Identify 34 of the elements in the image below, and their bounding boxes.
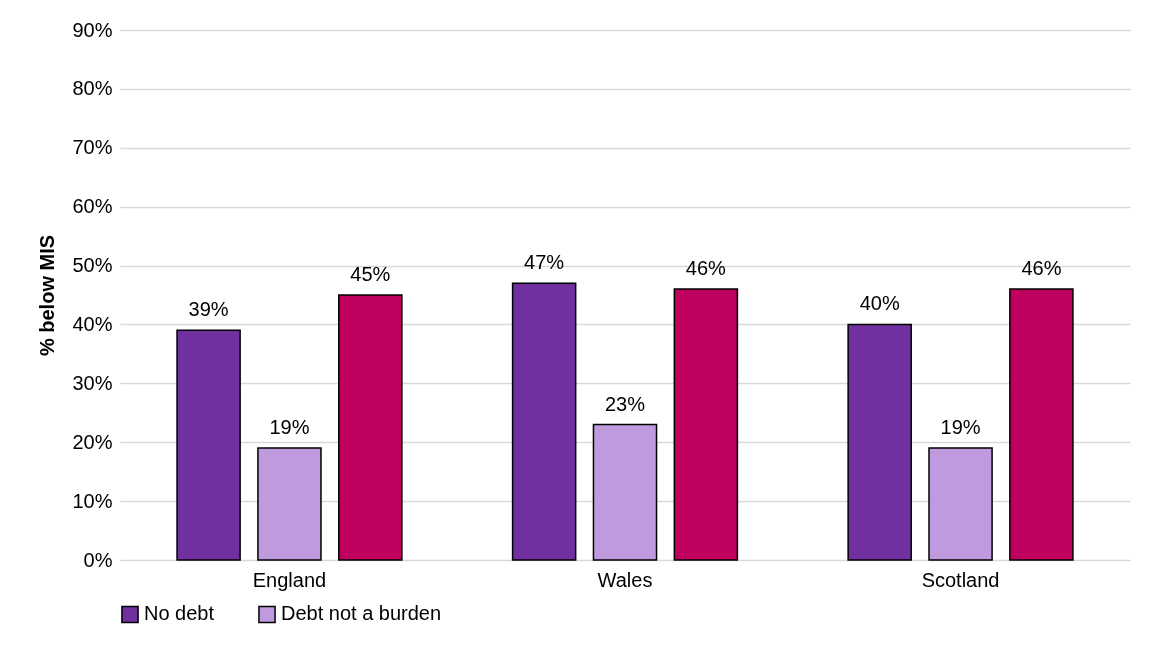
y-tick-label: 50% xyxy=(72,254,113,277)
bar xyxy=(847,323,912,561)
legend-label: Debt not a burden xyxy=(281,602,442,625)
data-label: 19% xyxy=(269,416,310,439)
y-tick-label: 90% xyxy=(72,18,113,41)
x-tick-label: Wales xyxy=(597,568,653,591)
bar xyxy=(338,294,403,561)
y-tick-label: 60% xyxy=(72,195,113,218)
data-label: 39% xyxy=(188,298,229,321)
y-tick-label: 20% xyxy=(72,430,113,453)
data-label: 23% xyxy=(604,392,646,415)
data-label: 46% xyxy=(685,257,727,280)
bar xyxy=(928,447,993,561)
data-label: 19% xyxy=(940,416,981,439)
data-label: 40% xyxy=(859,292,900,315)
y-tick-label: 0% xyxy=(83,548,113,571)
data-label: 45% xyxy=(350,263,391,285)
y-tick-label: 70% xyxy=(72,136,113,159)
y-tick-label: 80% xyxy=(72,77,113,100)
y-tick-label: 30% xyxy=(72,371,113,394)
x-tick-label: England xyxy=(252,568,327,591)
legend-label: No debt xyxy=(144,602,215,625)
x-tick-label: Scotland xyxy=(921,568,1000,591)
bar xyxy=(257,447,322,561)
data-label: 46% xyxy=(1021,257,1062,280)
y-tick-label: 40% xyxy=(72,312,113,335)
bar xyxy=(673,288,739,561)
y-tick-label: 10% xyxy=(72,489,113,512)
bar xyxy=(176,329,241,561)
data-label: 47% xyxy=(524,251,565,274)
bar xyxy=(511,282,577,561)
y-axis-title: % below MIS xyxy=(36,234,59,357)
bar xyxy=(1009,288,1074,561)
bar xyxy=(592,423,658,561)
